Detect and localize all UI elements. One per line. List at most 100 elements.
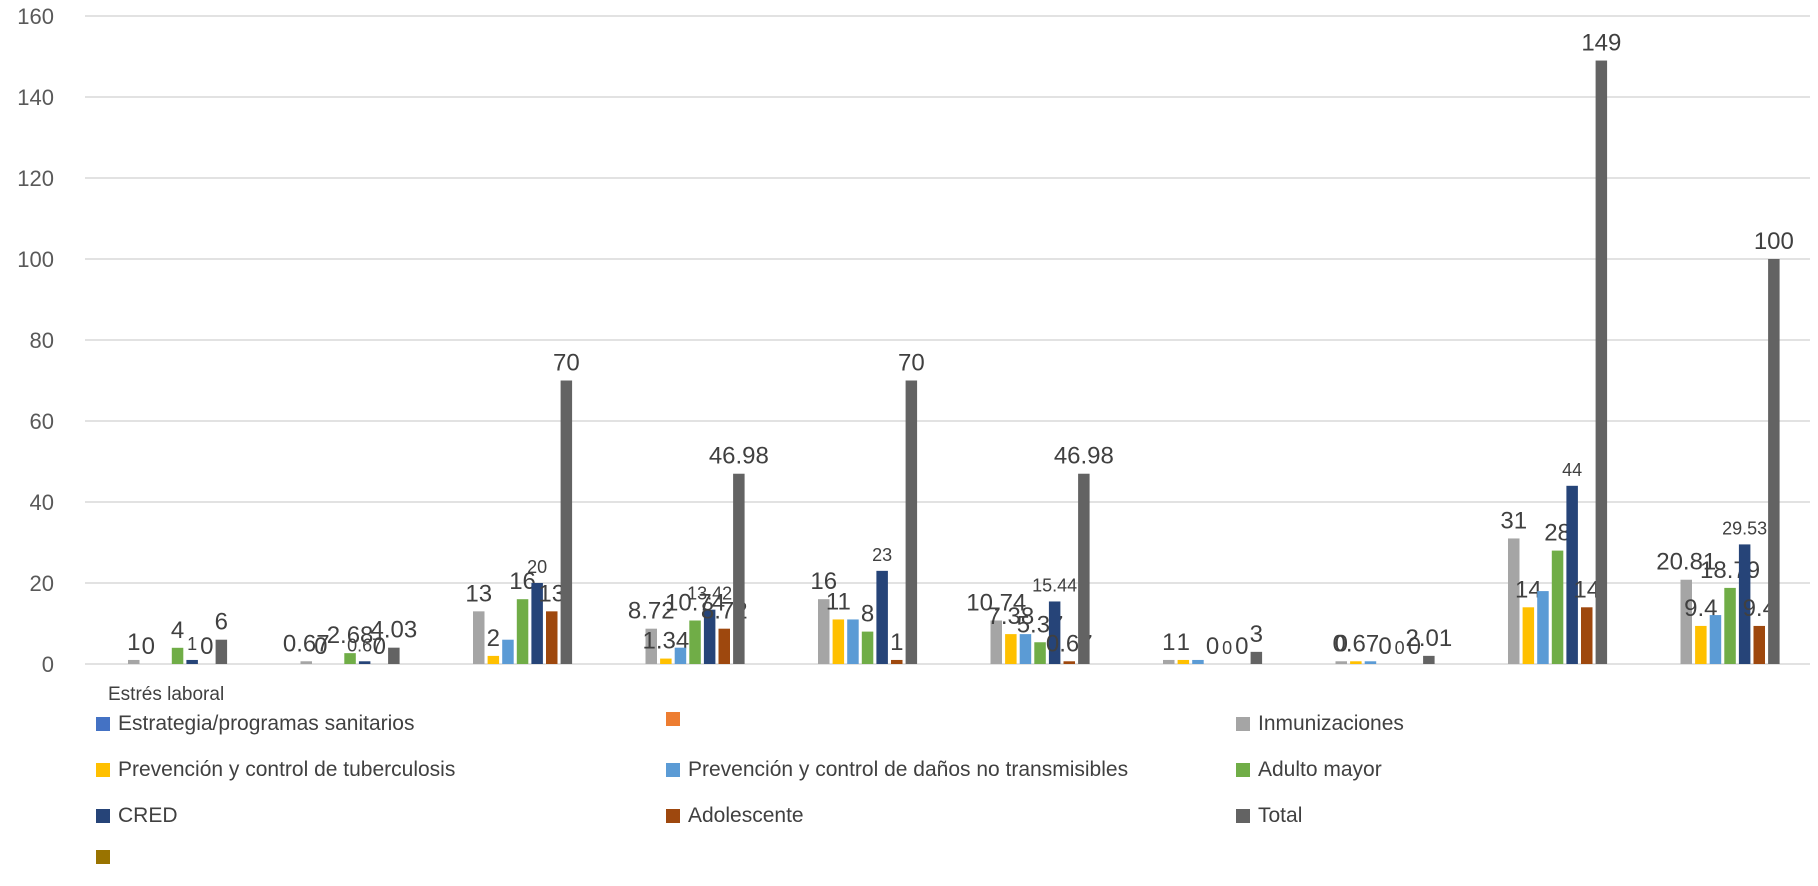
data-label: 0: [373, 633, 386, 660]
data-label: 2: [487, 625, 500, 652]
bar: [344, 653, 356, 664]
bar: [1522, 607, 1535, 664]
bar: [818, 599, 830, 664]
data-label: 0.67: [1332, 630, 1379, 657]
data-label: 149: [1581, 30, 1621, 57]
legend-label: Total: [1258, 804, 1303, 827]
bar: [1551, 550, 1564, 664]
data-label: 0.67: [283, 630, 330, 657]
bar: [1768, 259, 1780, 664]
data-label: 0: [1395, 638, 1405, 658]
bar: [1680, 579, 1692, 664]
bar: [689, 620, 701, 664]
bar: [832, 619, 845, 664]
bar: [1508, 538, 1520, 664]
data-label: 23: [872, 545, 892, 565]
legend-item: Estrategia/programas sanitarios: [96, 712, 414, 736]
bar: [1537, 591, 1549, 664]
data-label: 0: [1206, 633, 1219, 660]
bar: [1177, 659, 1190, 664]
data-label: 0: [1335, 630, 1348, 657]
bar: [905, 380, 918, 664]
bar: [861, 631, 874, 664]
y-tick-label: 20: [30, 571, 54, 596]
legend-label: Prevención y control de tuberculosis: [118, 758, 456, 781]
data-label: 2.01: [1405, 625, 1452, 652]
data-label: 6: [215, 609, 228, 636]
bar: [674, 647, 687, 664]
data-label: 46.98: [1054, 443, 1114, 470]
legend-label: Estrategia/programas sanitarios: [118, 712, 415, 735]
legend-swatch: [666, 809, 680, 823]
data-label: 15.44: [1032, 575, 1077, 595]
legend-label: CRED: [118, 804, 178, 827]
bar: [703, 609, 716, 664]
y-tick-label: 0: [42, 652, 54, 677]
bar: [1078, 473, 1090, 664]
bar: [645, 628, 657, 664]
data-label: 1: [127, 629, 140, 656]
bar: [718, 628, 730, 664]
bar: [1738, 544, 1751, 664]
bar: [1192, 659, 1204, 664]
bar: [1250, 651, 1263, 664]
bar: [1163, 659, 1175, 664]
bar: [358, 661, 371, 664]
bar: [733, 473, 745, 664]
bar: [502, 639, 514, 664]
data-label: 18.79: [1700, 557, 1760, 584]
bar: [660, 658, 672, 664]
bar: [1364, 661, 1377, 664]
legend-swatch: [1236, 717, 1250, 731]
data-label: 2.68: [327, 622, 374, 649]
y-tick-label: 40: [30, 490, 54, 515]
data-label: 13: [465, 580, 492, 607]
bar: [847, 619, 859, 664]
bar: [546, 611, 558, 664]
data-label: 4.03: [370, 617, 417, 644]
bar: [1724, 587, 1736, 664]
legend-swatch: [666, 763, 680, 777]
bar: [1581, 607, 1593, 664]
bar: [1566, 485, 1578, 664]
data-label: 3: [1250, 621, 1263, 648]
y-tick-label: 120: [17, 166, 54, 191]
data-label: 0: [1235, 633, 1248, 660]
legend-item: Adulto mayor: [1236, 758, 1382, 782]
bar: [891, 659, 903, 664]
legend-swatch: [96, 809, 110, 823]
data-label: 100: [1754, 228, 1794, 255]
data-label: 1: [1162, 629, 1175, 656]
legend-item: Inmunizaciones: [1236, 712, 1404, 736]
bar: [128, 659, 140, 664]
bar: [388, 647, 400, 664]
data-label: 70: [553, 350, 580, 377]
legend-item: Prevención y control de daños no transmi…: [666, 758, 1128, 782]
legend-item: Adolescente: [666, 804, 804, 828]
bar: [1350, 661, 1362, 664]
y-tick-label: 160: [17, 4, 54, 29]
data-label: 8.72: [628, 598, 675, 625]
bar: [560, 380, 573, 664]
legend-label: Prevención y control de daños no transmi…: [688, 758, 1129, 781]
legend-swatch: [1236, 763, 1250, 777]
data-label: 1: [890, 629, 903, 656]
data-label: 0: [1408, 633, 1421, 660]
legend-swatch: [96, 763, 110, 777]
bar: [186, 659, 198, 664]
data-label: 4: [171, 617, 184, 644]
bar: [1005, 634, 1017, 664]
legend-swatch: [666, 712, 680, 726]
bar: [876, 570, 888, 664]
data-label: 8: [861, 601, 874, 628]
data-label: 46.98: [709, 443, 769, 470]
legend-label: Inmunizaciones: [1258, 712, 1404, 735]
bar: [531, 583, 543, 664]
legend-item: Prevención y control de tuberculosis: [96, 758, 455, 782]
data-label: 7.38: [987, 603, 1034, 630]
legend-label: Adulto mayor: [1258, 758, 1382, 781]
legend-item: Total: [1236, 804, 1302, 828]
bar: [1048, 601, 1061, 664]
bar: [1063, 661, 1075, 664]
